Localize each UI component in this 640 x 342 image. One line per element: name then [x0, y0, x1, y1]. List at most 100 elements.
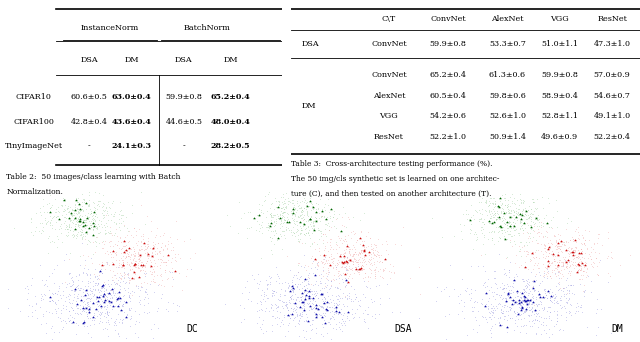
Point [540, 264, 550, 269]
Point [149, 263, 159, 268]
Point [116, 303, 127, 308]
Point [301, 337, 311, 342]
Point [319, 300, 329, 306]
Point [538, 252, 548, 257]
Point [321, 259, 331, 264]
Point [321, 222, 331, 227]
Point [85, 206, 95, 212]
Point [101, 221, 111, 226]
Point [538, 315, 548, 320]
Point [81, 217, 91, 222]
Point [490, 202, 500, 207]
Point [349, 259, 360, 264]
Point [584, 251, 594, 256]
Point [577, 254, 587, 260]
Point [343, 258, 353, 263]
Point [482, 283, 492, 289]
Point [266, 301, 276, 307]
Point [309, 304, 319, 310]
Point [333, 257, 344, 263]
Point [121, 335, 131, 340]
Point [573, 250, 584, 255]
Point [507, 297, 517, 302]
Point [516, 303, 526, 308]
Point [310, 272, 320, 277]
Point [275, 298, 285, 303]
Point [528, 318, 538, 323]
Point [468, 212, 479, 217]
Point [256, 306, 266, 312]
Point [329, 255, 339, 260]
Point [328, 303, 339, 308]
Point [75, 288, 85, 293]
Point [512, 218, 522, 223]
Point [359, 260, 369, 265]
Point [117, 265, 127, 270]
Point [294, 261, 305, 266]
Point [310, 290, 320, 295]
Point [168, 276, 179, 282]
Point [332, 297, 342, 302]
Point [474, 208, 484, 213]
Point [463, 211, 474, 217]
Point [551, 242, 561, 248]
Point [243, 225, 253, 231]
Point [115, 275, 125, 281]
Point [51, 302, 61, 307]
Point [275, 217, 285, 223]
Point [257, 225, 267, 230]
Point [42, 283, 52, 289]
Point [260, 308, 270, 314]
Point [111, 298, 122, 303]
Point [65, 212, 76, 217]
Point [114, 290, 124, 295]
Point [308, 301, 318, 307]
Point [573, 303, 583, 308]
Point [69, 294, 79, 300]
Point [61, 206, 72, 212]
Point [64, 215, 74, 221]
Point [115, 284, 125, 289]
Point [36, 295, 47, 301]
Point [365, 266, 375, 272]
Point [79, 223, 89, 228]
Point [63, 293, 73, 299]
Point [294, 232, 305, 237]
Point [419, 272, 429, 277]
Point [312, 241, 323, 247]
Point [527, 304, 537, 310]
Point [280, 201, 290, 206]
Point [519, 278, 529, 284]
Point [94, 320, 104, 326]
Point [490, 321, 500, 327]
Point [319, 213, 330, 219]
Point [72, 206, 83, 211]
Point [346, 253, 356, 259]
Point [486, 316, 497, 321]
Point [514, 265, 524, 270]
Point [506, 306, 516, 312]
Point [573, 254, 584, 259]
Point [77, 218, 88, 223]
Point [300, 226, 310, 232]
Point [360, 252, 370, 258]
Point [286, 295, 296, 300]
Point [361, 244, 371, 249]
Point [349, 252, 360, 257]
Point [325, 253, 335, 258]
Point [515, 210, 525, 215]
Point [278, 186, 289, 191]
Point [520, 308, 531, 313]
Point [295, 206, 305, 211]
Point [573, 237, 584, 242]
Point [484, 287, 495, 293]
Point [75, 218, 85, 223]
Point [141, 258, 152, 263]
Point [563, 298, 573, 303]
Point [339, 291, 349, 296]
Point [112, 242, 122, 248]
Point [116, 276, 126, 282]
Point [119, 249, 129, 254]
Point [47, 202, 58, 208]
Point [317, 208, 328, 213]
